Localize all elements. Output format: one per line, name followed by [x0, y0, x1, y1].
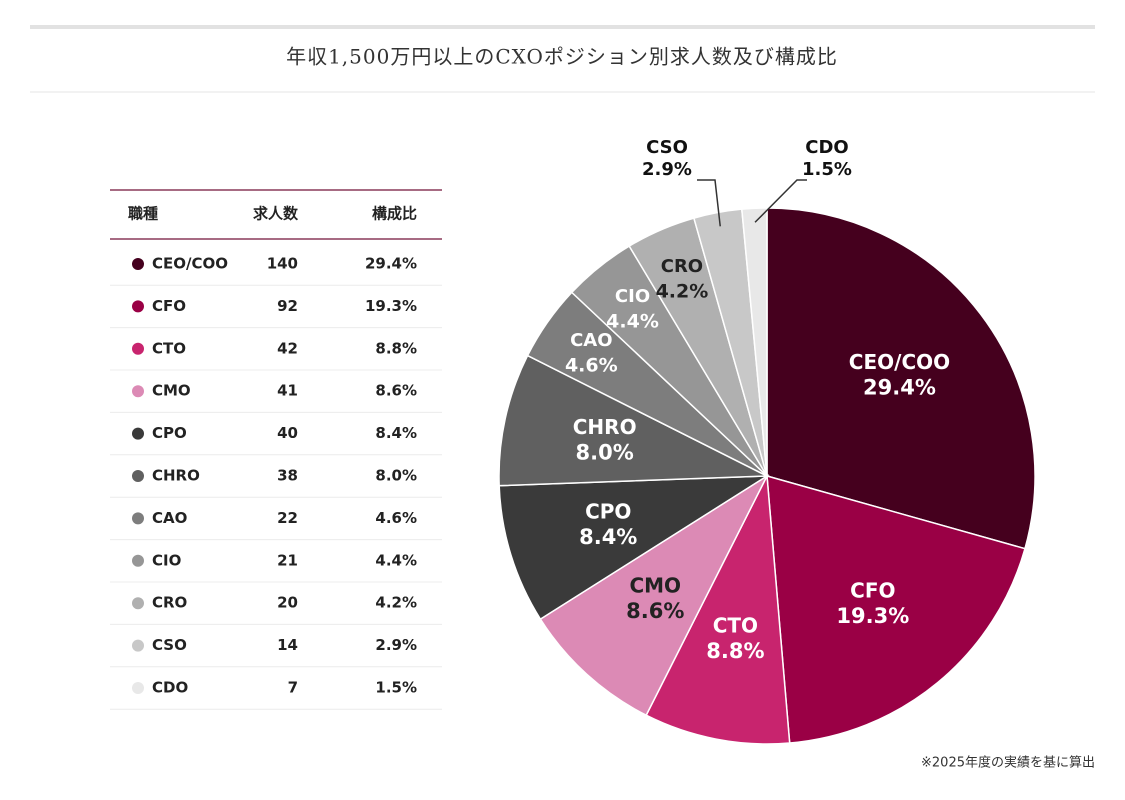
table-cell: 140	[267, 255, 298, 273]
slice-label: CPO	[585, 500, 631, 524]
table-cell: 8.4%	[375, 424, 417, 442]
footnote: ※2025年度の実績を基に算出	[921, 755, 1095, 771]
pie-slice	[498, 354, 768, 487]
bullet	[132, 682, 144, 694]
table-header: 求人数	[253, 205, 299, 223]
slice-label: CHRO	[573, 415, 637, 439]
slice-value: 8.0%	[576, 441, 634, 465]
table-cell: CTO	[152, 339, 186, 357]
bullet	[132, 258, 144, 270]
table-cell: 4.6%	[375, 509, 417, 527]
table-cell: CEO/COO	[152, 255, 228, 273]
bullet	[132, 639, 144, 652]
table-cell: 8.0%	[375, 467, 417, 485]
table-cell: CHRO	[152, 467, 200, 485]
slice-value: 2.9%	[642, 159, 692, 180]
pie-slice	[539, 473, 769, 717]
table-cell: CDO	[152, 679, 188, 697]
table-cell: 29.4%	[365, 255, 417, 273]
table-cell: 38	[277, 467, 298, 485]
slice-label: CRO	[661, 256, 703, 277]
table-cell: CPO	[152, 424, 187, 442]
slice-value: 19.3%	[836, 604, 909, 628]
bullet	[132, 342, 144, 355]
table-cell: 40	[277, 424, 298, 442]
table-cell: CIO	[152, 551, 181, 569]
table-cell: CRO	[152, 594, 187, 612]
slice-label: CFO	[850, 579, 895, 603]
table-cell: CAO	[152, 509, 187, 527]
table-cell: CMO	[152, 382, 191, 400]
table-header: 構成比	[372, 205, 417, 223]
slice-value: 8.8%	[706, 639, 764, 663]
bullet	[132, 554, 144, 567]
pie-slice	[766, 474, 1026, 744]
table-cell: 19.3%	[365, 297, 417, 315]
slice-label: CDO	[805, 137, 848, 158]
table-cell: 4.4%	[375, 551, 417, 569]
chart-title: 年収1,500万円以上のCXOポジション別求人数及び構成比	[286, 45, 838, 69]
bullet	[132, 385, 144, 398]
table-cell: 1.5%	[375, 679, 417, 697]
slice-label: CEO/COO	[849, 350, 950, 374]
pie-slice	[766, 207, 1036, 550]
pie-slice	[498, 475, 770, 621]
table-cell: 8.6%	[375, 382, 417, 400]
slice-value: 29.4%	[863, 376, 936, 400]
slice-label: CIO	[615, 286, 650, 307]
table-cell: 20	[277, 594, 298, 612]
bullet	[132, 512, 144, 525]
slice-label: CTO	[713, 614, 758, 638]
slice-value: 4.2%	[656, 281, 709, 303]
slice-label: CAO	[570, 330, 612, 351]
pie-slice	[645, 473, 791, 745]
slice-value: 4.4%	[606, 311, 659, 333]
table-cell: 21	[277, 551, 298, 569]
slice-value: 4.6%	[565, 355, 618, 377]
bullet	[132, 427, 144, 440]
bullet	[132, 300, 144, 313]
slice-value: 8.6%	[626, 599, 684, 623]
table-cell: 4.2%	[375, 594, 417, 612]
table-cell: CSO	[152, 636, 187, 654]
bullet	[132, 470, 144, 482]
slice-label: CMO	[629, 573, 681, 597]
table-cell: 41	[277, 382, 298, 400]
table-cell: 8.8%	[375, 339, 417, 357]
table-cell: 92	[277, 297, 298, 315]
slice-value: 1.5%	[802, 159, 852, 180]
slice-label: CSO	[646, 137, 688, 158]
table-cell: CFO	[152, 297, 186, 315]
table-cell: 7	[288, 679, 298, 697]
slice-value: 8.4%	[579, 525, 637, 549]
table-cell: 22	[277, 509, 298, 527]
pie-slice	[740, 207, 768, 477]
table-cell: 2.9%	[375, 636, 417, 654]
leader-line	[754, 179, 807, 223]
table-cell: 14	[277, 636, 298, 654]
bullet	[132, 597, 144, 610]
table-header: 職種	[128, 205, 158, 223]
leader-line	[697, 179, 721, 227]
table-cell: 42	[277, 339, 298, 357]
